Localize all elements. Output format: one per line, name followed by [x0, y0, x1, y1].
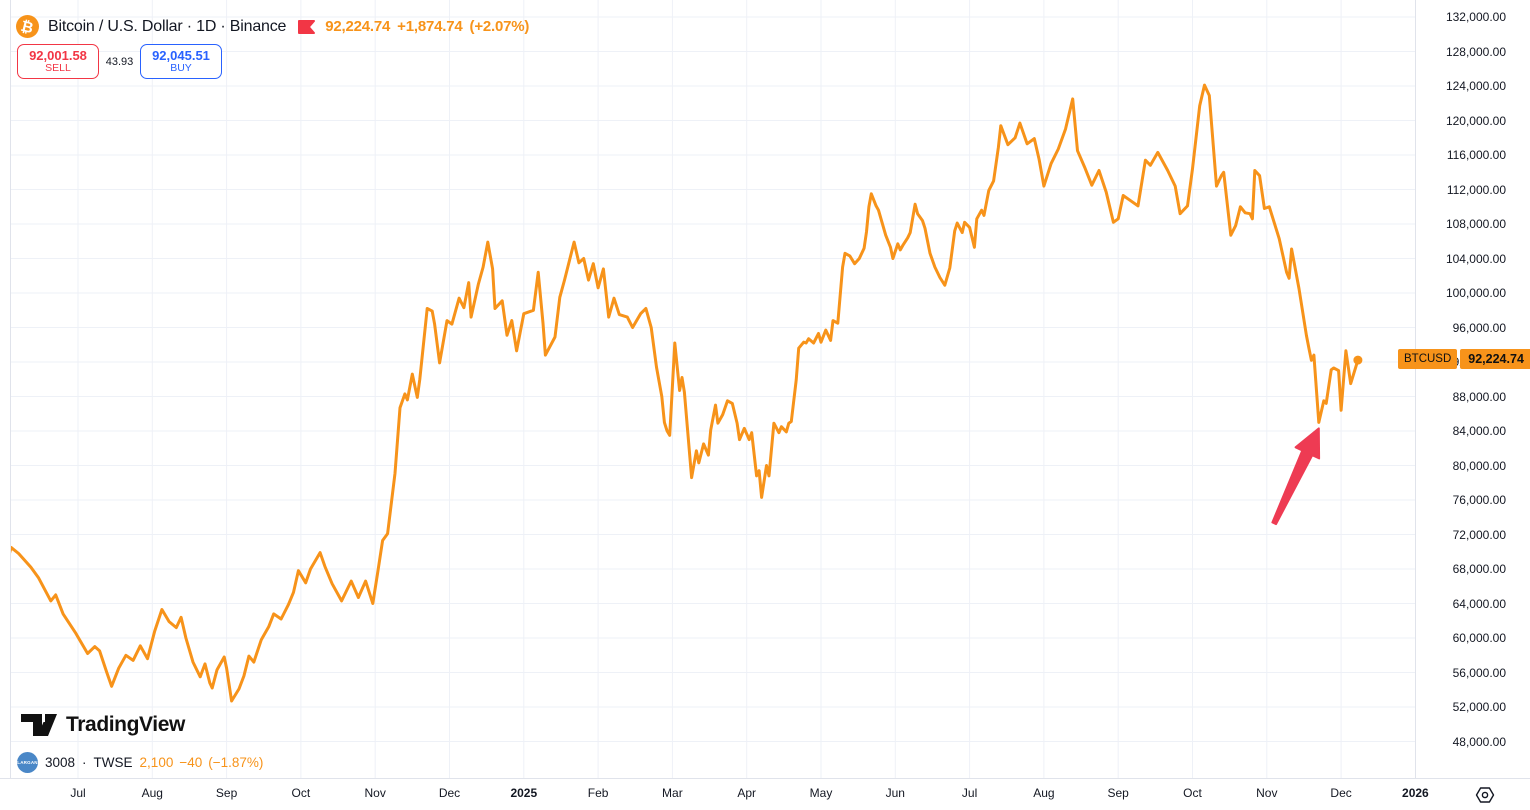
- time-tick-label: Dec: [1330, 786, 1352, 800]
- price-line-series[interactable]: [4, 83, 1360, 703]
- price-change-pct: (+2.07%): [469, 18, 530, 35]
- price-tick-label: 48,000.00: [1452, 734, 1506, 749]
- price-tick-label: 60,000.00: [1452, 631, 1506, 645]
- price-tick-label: 64,000.00: [1452, 596, 1506, 611]
- flag-icon[interactable]: [297, 19, 316, 35]
- time-tick-label: Oct: [291, 786, 311, 800]
- tradingview-logo-text: TradingView: [66, 713, 185, 736]
- price-tick-label: 68,000.00: [1452, 562, 1506, 576]
- price-tick-label: 100,000.00: [1445, 286, 1506, 300]
- price-tick-label: 80,000.00: [1452, 458, 1506, 473]
- price-line-chart[interactable]: [0, 0, 1530, 778]
- price-tick-label: 124,000.00: [1445, 79, 1506, 93]
- price-tick-label: 104,000.00: [1445, 251, 1506, 266]
- time-tick-label: Aug: [1033, 786, 1055, 800]
- buy-label: BUY: [170, 61, 192, 74]
- price-tick-label: 108,000.00: [1445, 217, 1506, 231]
- time-tick-label: May: [809, 786, 833, 800]
- spread-value: 43.93: [105, 55, 134, 68]
- footer-change: −40: [179, 755, 203, 770]
- price-tick-label: 132,000.00: [1445, 10, 1506, 24]
- symbol-title[interactable]: Bitcoin / U.S. Dollar · 1D · Binance: [48, 17, 287, 35]
- time-tick-label: Jun: [885, 786, 905, 800]
- sell-price: 92,001.58: [29, 48, 87, 64]
- last-price-label: BTCUSD 92,224.74: [1398, 349, 1530, 369]
- chart-pane[interactable]: [0, 0, 1530, 778]
- footer-change-pct: (−1.87%): [208, 755, 264, 770]
- time-tick-label: Jul: [961, 786, 978, 800]
- price-tick-label: 84,000.00: [1452, 424, 1506, 438]
- time-tick-label: Jul: [70, 786, 86, 800]
- price-tick-label: 88,000.00: [1452, 389, 1506, 404]
- footer-symbol: 3008: [45, 755, 76, 770]
- price-tick-label: 112,000.00: [1446, 182, 1506, 197]
- time-tick-label: 2025: [510, 786, 538, 800]
- price-tick-label: 116,000.00: [1446, 148, 1506, 162]
- last-price: 92,224.74: [325, 18, 391, 35]
- footer-ticker[interactable]: LARGAN 3008 · TWSE 2,100 −40 (−1.87%): [17, 752, 263, 773]
- tradingview-logo[interactable]: TradingView: [20, 711, 185, 739]
- time-tick-label: Feb: [587, 786, 609, 800]
- footer-exchange: TWSE: [93, 755, 133, 770]
- header-quote: 92,224.74 +1,874.74 (+2.07%): [325, 18, 529, 35]
- time-tick-label: Sep: [215, 786, 238, 800]
- symbol-legend: ₿ Bitcoin / U.S. Dollar · 1D · Binance 9…: [16, 15, 529, 38]
- buy-button[interactable]: 92,045.51 BUY: [140, 44, 222, 79]
- time-tick-label: Apr: [737, 786, 757, 800]
- time-tick-label: Nov: [1256, 786, 1278, 800]
- last-price-label-symbol: BTCUSD: [1398, 349, 1458, 369]
- axis-settings-icon[interactable]: [1474, 784, 1496, 806]
- price-tick-label: 56,000.00: [1452, 665, 1506, 680]
- sell-label: SELL: [45, 61, 71, 74]
- price-tick-label: 52,000.00: [1452, 700, 1506, 714]
- bitcoin-icon: ₿: [16, 15, 39, 38]
- order-panel: 92,001.58 SELL 43.93 92,045.51 BUY: [17, 44, 222, 79]
- price-axis[interactable]: 132,000.00 128,000.00 124,000.00 120,000.00…: [1415, 0, 1530, 778]
- sell-button[interactable]: 92,001.58 SELL: [17, 44, 99, 79]
- price-tick-label: 120,000.00: [1445, 113, 1506, 128]
- footer-price: 2,100: [139, 755, 174, 770]
- price-tick-label: 128,000.00: [1445, 44, 1506, 59]
- time-tick-label: Oct: [1183, 786, 1202, 800]
- footer-separator: ·: [82, 755, 87, 770]
- arrow-annotation[interactable]: [1271, 427, 1321, 526]
- tradingview-logo-icon: [21, 714, 57, 736]
- time-tick-label: Nov: [364, 786, 386, 800]
- time-tick-label: Dec: [438, 786, 461, 800]
- time-tick-label: 2026: [1402, 786, 1429, 800]
- buy-price: 92,045.51: [152, 48, 210, 64]
- footer-quote: 2,100 −40 (−1.87%): [140, 755, 264, 770]
- price-tick-label: 72,000.00: [1452, 527, 1506, 542]
- pane-separator[interactable]: [0, 0, 11, 778]
- price-change: +1,874.74: [397, 18, 463, 35]
- largan-logo-icon: LARGAN: [17, 752, 38, 773]
- time-tick-label: Aug: [141, 786, 163, 800]
- time-tick-label: Sep: [1107, 786, 1129, 800]
- time-axis[interactable]: Jul Aug Sep Oct Nov Dec 2025 Feb Mar Apr May Jun Jul…: [0, 778, 1530, 810]
- time-tick-label: Mar: [662, 786, 683, 800]
- last-price-label-value: 92,224.74: [1460, 349, 1530, 369]
- last-price-dot: [1353, 355, 1363, 365]
- price-tick-label: 96,000.00: [1452, 320, 1506, 335]
- price-tick-label: 76,000.00: [1452, 493, 1506, 507]
